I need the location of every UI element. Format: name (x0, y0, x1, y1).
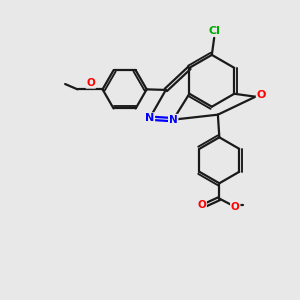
Text: N: N (169, 115, 178, 125)
Text: O: O (257, 90, 266, 100)
Text: Cl: Cl (209, 26, 221, 36)
Text: O: O (231, 202, 240, 212)
Text: O: O (86, 78, 95, 88)
Text: O: O (197, 200, 206, 210)
Text: N: N (145, 113, 154, 123)
